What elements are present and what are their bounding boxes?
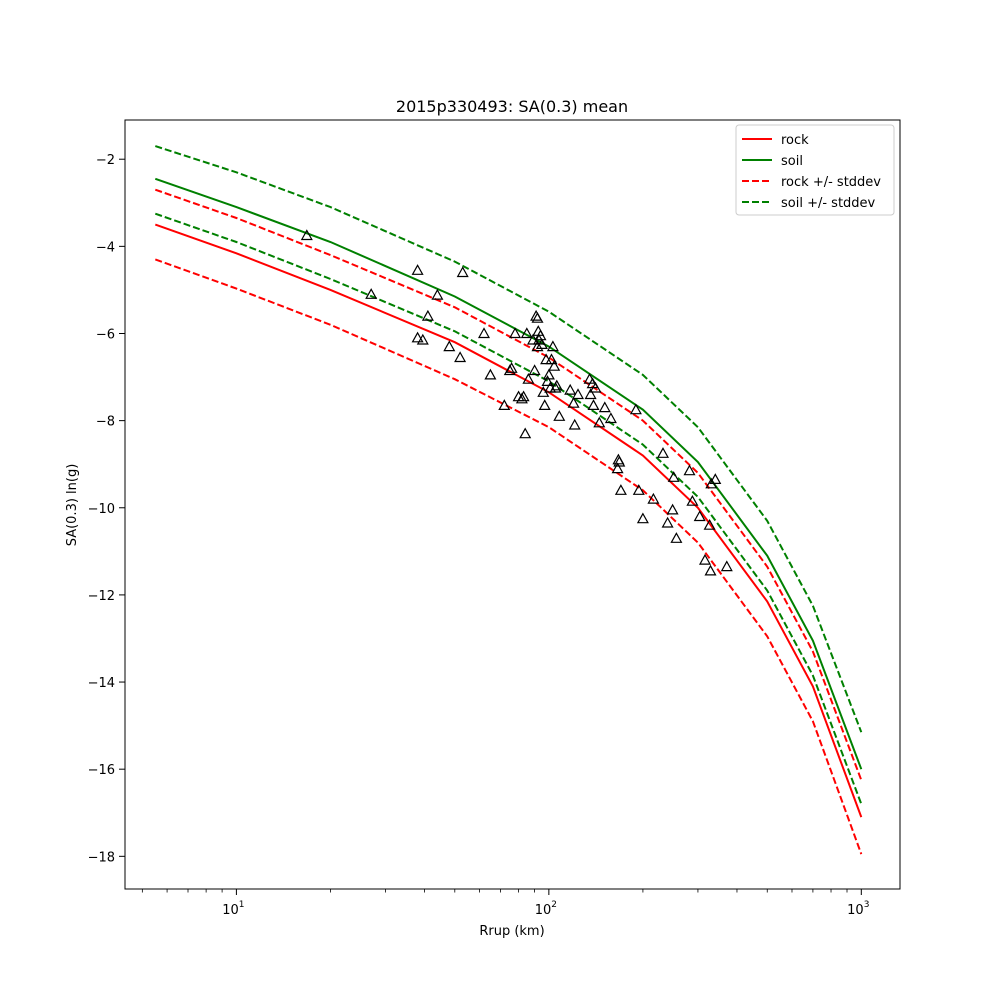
x-tick-exponent-0: 1 — [239, 900, 245, 910]
observation-marker-7 — [416, 333, 429, 345]
series-line-4 — [154, 145, 863, 733]
observation-marker-45 — [568, 418, 581, 430]
chart-title: 2015p330493: SA(0.3) mean — [396, 97, 628, 116]
observation-marker-1 — [365, 288, 378, 299]
y-tick-label-1: −4 — [96, 240, 115, 255]
observation-marker-72 — [703, 518, 716, 530]
y-tick-label-0: −2 — [96, 153, 115, 168]
observation-marker-15 — [509, 327, 522, 339]
observation-marker-35 — [542, 368, 555, 380]
series-layer — [154, 145, 863, 855]
y-tick-label-3: −8 — [96, 415, 115, 430]
observation-marker-55 — [611, 462, 624, 474]
observation-layer — [300, 229, 733, 576]
observation-marker-63 — [656, 447, 670, 458]
legend-box — [735, 124, 895, 216]
observation-marker-42 — [553, 410, 566, 421]
series-line-1 — [154, 177, 863, 770]
observation-marker-6 — [411, 331, 424, 343]
observation-marker-5 — [421, 309, 434, 321]
observation-marker-10 — [477, 327, 491, 339]
observation-marker-75 — [709, 473, 722, 484]
y-tick-label-7: −16 — [88, 763, 115, 778]
observation-marker-69 — [686, 494, 699, 506]
observation-marker-62 — [647, 492, 660, 504]
observation-marker-70 — [693, 510, 706, 522]
observation-marker-68 — [683, 464, 696, 476]
legend: rock soil rock +/- stddev soil +/- stddev — [735, 124, 895, 216]
observation-marker-46 — [571, 388, 585, 400]
observation-marker-73 — [704, 564, 717, 576]
observation-marker-48 — [584, 388, 597, 400]
observation-marker-65 — [666, 503, 679, 515]
observation-marker-38 — [546, 340, 559, 352]
legend-label-3: soil +/- stddev — [781, 196, 876, 211]
series-line-3 — [154, 188, 863, 781]
observation-marker-21 — [522, 372, 535, 384]
observation-marker-67 — [670, 532, 683, 543]
observation-marker-25 — [531, 311, 544, 323]
observation-marker-59 — [629, 403, 642, 415]
observation-marker-11 — [484, 368, 497, 380]
observation-marker-8 — [443, 340, 456, 352]
observation-marker-2 — [411, 264, 424, 275]
observation-marker-52 — [593, 416, 606, 428]
observation-marker-32 — [538, 399, 551, 410]
observation-marker-51 — [589, 381, 602, 393]
observation-marker-14 — [505, 362, 518, 373]
observation-marker-58 — [614, 484, 627, 495]
observation-marker-60 — [632, 484, 645, 495]
x-axis-label: Rrup (km) — [479, 924, 544, 939]
observation-marker-66 — [667, 471, 680, 482]
y-tick-label-2: −6 — [96, 327, 115, 342]
y-tick-label-6: −14 — [88, 676, 115, 691]
x-tick-exponent-1: 2 — [551, 900, 557, 910]
observation-marker-34 — [541, 375, 554, 386]
y-tick-label-8: −18 — [88, 850, 115, 865]
y-tick-label-4: −10 — [88, 502, 115, 517]
observation-marker-64 — [661, 516, 674, 528]
observation-marker-61 — [636, 512, 649, 524]
observation-marker-41 — [550, 379, 563, 391]
plot-area-frame — [124, 119, 901, 890]
observation-marker-57 — [613, 455, 626, 467]
observation-marker-3 — [431, 288, 444, 300]
observation-marker-76 — [720, 560, 733, 572]
legend-label-1: soil — [781, 154, 803, 169]
y-axis-ticks: −2 −4 −6 −8 −10 −12 −14 −16 −18 — [88, 153, 125, 865]
observation-marker-43 — [564, 383, 577, 395]
observation-marker-50 — [587, 399, 600, 410]
observation-marker-20 — [520, 327, 533, 339]
y-axis-label: SA(0.3) ln(g) — [65, 464, 80, 547]
observation-marker-4 — [456, 266, 469, 278]
series-line-2 — [154, 258, 863, 855]
observation-marker-9 — [454, 351, 467, 363]
observation-marker-71 — [698, 553, 712, 565]
series-line-5 — [154, 212, 863, 805]
observation-marker-12 — [498, 399, 511, 410]
observation-marker-30 — [531, 340, 544, 352]
observation-marker-44 — [567, 396, 580, 408]
observation-marker-0 — [300, 229, 313, 241]
observation-marker-18 — [517, 390, 530, 402]
observation-marker-37 — [545, 353, 558, 365]
observation-marker-53 — [598, 401, 611, 413]
observation-marker-39 — [548, 359, 561, 371]
observation-marker-19 — [519, 427, 532, 439]
observation-marker-54 — [604, 412, 617, 424]
x-tick-exponent-2: 3 — [864, 900, 870, 910]
legend-items: rock soil rock +/- stddev soil +/- stddev — [742, 133, 881, 211]
legend-label-2: rock +/- stddev — [781, 175, 881, 190]
legend-label-0: rock — [781, 133, 809, 148]
observation-marker-23 — [528, 364, 541, 376]
observation-marker-28 — [534, 329, 547, 341]
y-tick-label-5: −12 — [88, 589, 115, 604]
